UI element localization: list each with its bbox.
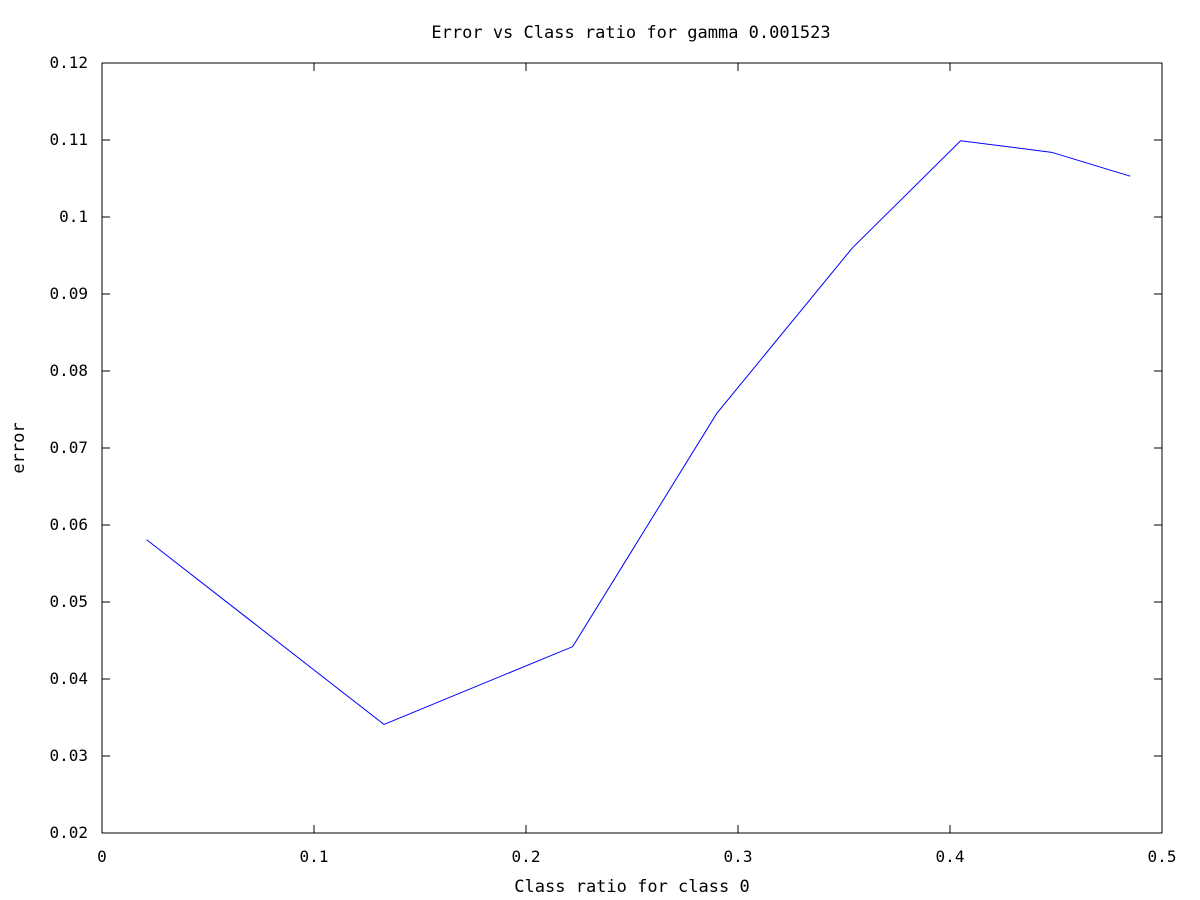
x-tick-label: 0 [97, 847, 107, 866]
y-tick-label: 0.02 [49, 823, 88, 842]
y-tick-label: 0.04 [49, 669, 88, 688]
y-tick-label: 0.07 [49, 438, 88, 457]
x-tick-label: 0.4 [936, 847, 965, 866]
y-tick-label: 0.03 [49, 746, 88, 765]
axis-ticks: 0 0.1 0.2 0.3 0.4 0.5 0.02 0.03 0.04 0.05 0.06 0.07… [49, 53, 1176, 866]
series-line [146, 140, 1131, 726]
y-tick-label: 0.11 [49, 130, 88, 149]
y-axis-label: error [9, 422, 29, 473]
x-axis-label: Class ratio for class 0 [514, 877, 749, 897]
plot-area-frame [101, 62, 1163, 834]
x-tick-label: 0.1 [300, 847, 329, 866]
x-tick-label: 0.2 [512, 847, 541, 866]
x-tick-label: 0.5 [1148, 847, 1177, 866]
y-tick-label: 0.08 [49, 361, 88, 380]
y-tick-label: 0.1 [59, 207, 88, 226]
y-tick-label: 0.09 [49, 284, 88, 303]
y-tick-label: 0.06 [49, 515, 88, 534]
series-layer [146, 140, 1131, 726]
y-tick-label: 0.05 [49, 592, 88, 611]
chart-title: Error vs Class ratio for gamma 0.001523 [431, 23, 830, 43]
y-tick-label: 0.12 [49, 53, 88, 72]
x-tick-label: 0.3 [724, 847, 753, 866]
